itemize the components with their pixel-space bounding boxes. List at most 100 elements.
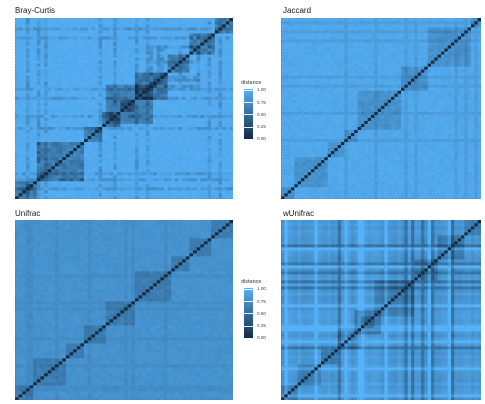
heatmap-cell xyxy=(84,108,89,112)
heatmap-cell xyxy=(73,192,78,197)
heatmap-cell xyxy=(62,87,67,91)
heatmap-cell xyxy=(87,81,92,85)
heatmap-cell xyxy=(87,189,92,194)
heatmap-cell xyxy=(69,138,74,143)
heatmap-cell xyxy=(163,147,168,152)
heatmap-cell xyxy=(87,39,92,43)
heatmap-cell xyxy=(171,63,176,67)
heatmap-cell xyxy=(138,150,143,155)
heatmap-cell xyxy=(113,99,118,103)
heatmap-cell xyxy=(25,150,30,155)
heatmap-cell xyxy=(351,174,355,179)
heatmap-cell xyxy=(69,39,74,43)
heatmap-cell xyxy=(189,141,194,146)
heatmap-cell xyxy=(65,69,70,73)
heatmap-cell xyxy=(334,189,339,194)
heatmap-cell xyxy=(287,132,292,136)
heatmap-cell xyxy=(76,63,81,67)
heatmap-cell xyxy=(134,30,139,34)
heatmap-cell xyxy=(54,153,59,158)
heatmap-cell xyxy=(214,78,219,82)
heatmap-cell xyxy=(36,87,41,91)
heatmap-cell xyxy=(15,105,19,109)
heatmap-cell xyxy=(145,102,150,106)
heatmap-cell xyxy=(297,150,302,155)
heatmap-cell xyxy=(182,153,187,158)
heatmap-cell xyxy=(109,144,114,149)
heatmap-cell xyxy=(113,33,118,37)
heatmap-cell xyxy=(424,144,429,149)
heatmap-cell xyxy=(207,147,212,152)
heatmap-cell xyxy=(185,42,190,46)
heatmap-cell xyxy=(142,153,147,158)
heatmap-cell xyxy=(51,39,56,43)
heatmap-cell xyxy=(87,132,92,136)
heatmap-cell xyxy=(25,45,30,49)
heatmap-cell xyxy=(94,27,99,31)
heatmap-cell xyxy=(301,147,305,152)
heatmap-cell xyxy=(193,138,198,143)
heatmap-cell xyxy=(84,192,89,197)
heatmap-cell xyxy=(142,48,147,52)
heatmap-cell xyxy=(25,192,30,197)
heatmap-cell xyxy=(29,117,34,121)
heatmap-cell xyxy=(225,162,230,167)
heatmap-cell xyxy=(404,186,409,191)
heatmap-cell xyxy=(222,33,227,37)
heatmap-cell xyxy=(40,90,45,94)
heatmap-cell xyxy=(307,144,312,149)
heatmap-cell xyxy=(377,180,382,185)
heatmap-cell xyxy=(18,69,23,73)
heatmap-cell xyxy=(76,39,81,43)
heatmap-cell xyxy=(116,48,121,52)
heatmap-cell xyxy=(149,180,154,185)
heatmap-cell xyxy=(214,117,219,121)
heatmap-cell xyxy=(437,177,442,182)
heatmap-cell xyxy=(297,183,302,188)
heatmap-cell xyxy=(189,69,194,73)
heatmap-cell xyxy=(84,117,89,121)
heatmap-cell xyxy=(431,186,435,191)
heatmap-cell xyxy=(174,195,179,199)
heatmap-cell xyxy=(54,180,59,185)
heatmap-cell xyxy=(297,135,302,140)
heatmap-cell xyxy=(414,135,419,140)
heatmap-cell xyxy=(33,39,38,43)
heatmap-cell xyxy=(54,138,59,143)
heatmap-cell xyxy=(361,147,365,152)
heatmap-cell xyxy=(451,153,455,158)
heatmap-cell xyxy=(317,144,322,149)
heatmap-cell xyxy=(174,186,179,191)
heatmap-cell xyxy=(222,21,227,25)
heatmap-cell xyxy=(138,60,143,64)
heatmap-cell xyxy=(193,51,198,55)
heatmap-cell xyxy=(160,141,165,146)
heatmap-cell xyxy=(337,153,342,158)
heatmap-cell xyxy=(367,147,372,152)
heatmap-cell xyxy=(401,147,405,152)
heatmap-cell xyxy=(291,165,295,170)
heatmap-cell xyxy=(167,78,172,82)
heatmap-cell xyxy=(203,108,208,112)
heatmap-cell xyxy=(441,153,445,158)
heatmap-cell xyxy=(196,33,201,37)
heatmap-cell xyxy=(454,171,459,176)
heatmap-cell xyxy=(222,48,227,52)
heatmap-cell xyxy=(105,147,110,152)
heatmap-cell xyxy=(200,84,205,88)
heatmap-cell xyxy=(174,135,179,140)
heatmap-cell xyxy=(163,192,168,197)
heatmap-cell xyxy=(120,48,125,52)
heatmap-cell xyxy=(411,174,415,179)
heatmap-cell xyxy=(401,192,405,197)
heatmap-cell xyxy=(347,174,352,179)
heatmap-cell xyxy=(182,102,187,106)
heatmap-cell xyxy=(341,186,345,191)
heatmap-cell xyxy=(102,105,107,109)
heatmap-cell xyxy=(207,144,212,149)
heatmap-cell xyxy=(33,45,38,49)
heatmap-cell xyxy=(200,177,205,182)
heatmap-cell xyxy=(44,144,49,149)
heatmap-cell xyxy=(301,159,305,164)
heatmap-cell xyxy=(160,42,165,46)
